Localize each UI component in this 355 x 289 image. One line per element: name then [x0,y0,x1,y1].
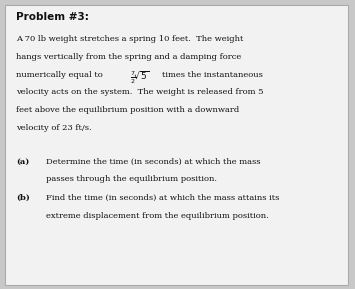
Text: (b): (b) [16,194,30,202]
Text: Determine the time (in seconds) at which the mass: Determine the time (in seconds) at which… [46,158,261,165]
Text: Find the time (in seconds) at which the mass attains its: Find the time (in seconds) at which the … [46,194,279,202]
Text: Problem #3:: Problem #3: [16,12,89,22]
Text: extreme displacement from the equilibrium position.: extreme displacement from the equilibriu… [46,212,269,220]
Text: velocity acts on the system.  The weight is released from 5: velocity acts on the system. The weight … [16,88,263,97]
Text: passes through the equilibrium position.: passes through the equilibrium position. [46,175,217,183]
Text: velocity of 23 ft/s.: velocity of 23 ft/s. [16,124,92,132]
Text: times the instantaneous: times the instantaneous [162,71,262,79]
Text: feet above the equilibrium position with a downward: feet above the equilibrium position with… [16,106,239,114]
Text: $\frac{7}{2}\!\sqrt{5}$: $\frac{7}{2}\!\sqrt{5}$ [130,69,149,86]
Text: A 70 lb weight stretches a spring 10 feet.  The weight: A 70 lb weight stretches a spring 10 fee… [16,35,243,43]
Text: (a): (a) [16,158,29,165]
Text: hangs vertically from the spring and a damping force: hangs vertically from the spring and a d… [16,53,241,61]
Text: numerically equal to: numerically equal to [16,71,103,79]
